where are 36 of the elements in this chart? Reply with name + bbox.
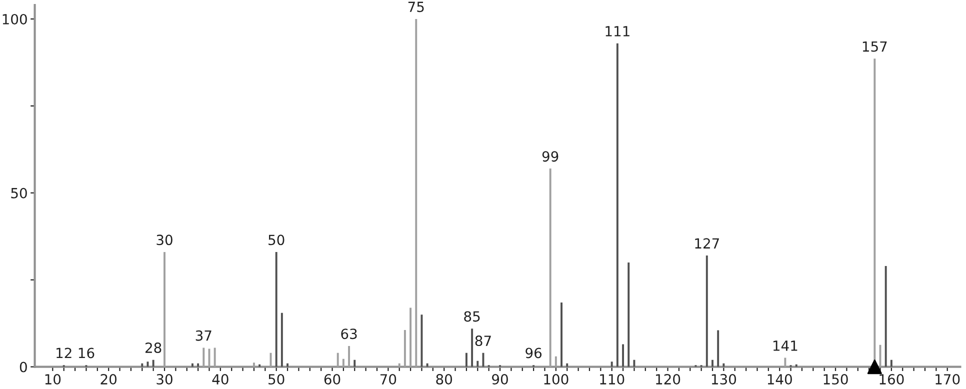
annotation: 30 (156, 234, 172, 246)
x-tick-label: 150 (824, 374, 848, 385)
x-tick-label: 170 (936, 374, 960, 385)
annotation: 87 (475, 336, 491, 346)
annotation: 111 (606, 26, 630, 36)
x-tick-label: 120 (656, 374, 680, 385)
y-tick-label: 100 (2, 14, 27, 24)
x-tick-label: 50 (268, 374, 284, 385)
annotation: 96 (526, 348, 542, 358)
annotation: 127 (695, 238, 719, 248)
y-tick-label: 50 (11, 188, 27, 198)
annotation: 12 (56, 348, 72, 358)
x-tick-label: 20 (100, 374, 116, 385)
x-tick-label: 80 (436, 374, 452, 385)
annotation: 63 (341, 328, 357, 340)
annotation: 157 (862, 41, 887, 52)
annotation: 37 (196, 330, 212, 341)
x-tick-label: 60 (324, 374, 340, 385)
x-tick-label: 100 (544, 374, 568, 385)
annotation: 16 (78, 348, 94, 358)
x-tick-label: 10 (45, 374, 61, 385)
annotation: 75 (408, 2, 424, 12)
x-tick-label: 110 (600, 374, 624, 385)
x-tick-label: 70 (380, 374, 396, 385)
x-tick-label: 40 (212, 374, 228, 385)
annotation: 85 (464, 311, 480, 322)
annotation: 28 (146, 342, 162, 354)
x-tick-label: 140 (768, 374, 792, 385)
annotation: 141 (773, 340, 798, 351)
x-tick-label: 30 (156, 374, 172, 385)
y-tick-label: 0 (20, 362, 27, 372)
x-tick-label: 130 (712, 374, 736, 385)
annotation: 99 (542, 151, 558, 162)
annotation: 50 (268, 234, 284, 246)
x-tick-label: 160 (880, 374, 904, 385)
x-tick-label: 90 (492, 374, 508, 385)
